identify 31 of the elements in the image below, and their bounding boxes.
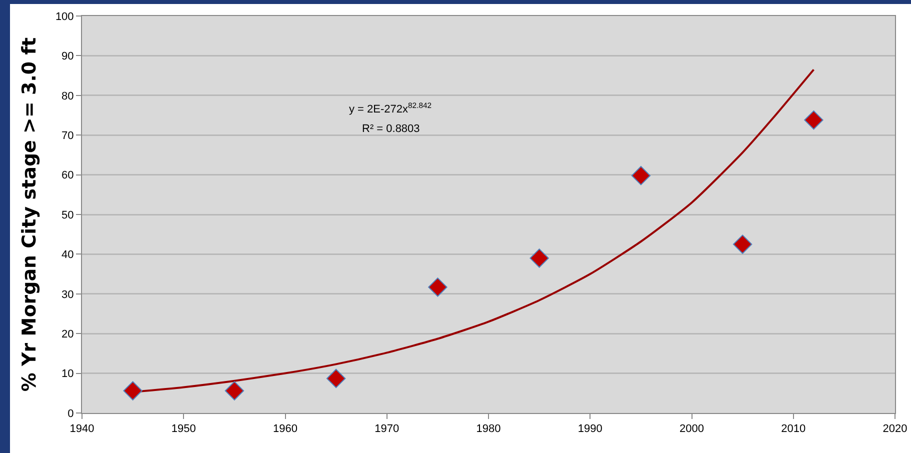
x-tick-label: 2010	[781, 423, 806, 436]
x-tick-label: 1950	[171, 423, 196, 436]
x-tick-label: 1980	[476, 423, 501, 436]
x-tick-label: 1940	[70, 423, 94, 436]
annotation: R² = 0.8803	[362, 123, 420, 135]
y-tick-label: 30	[62, 288, 74, 301]
x-tick-label: 2000	[680, 423, 704, 436]
x-tick-label: 1960	[273, 423, 298, 436]
point	[631, 166, 651, 186]
point	[123, 381, 142, 400]
x-tick-label: 1990	[578, 423, 602, 436]
annotation: y = 2E-272x$^{82.842}$	[349, 101, 432, 116]
point	[224, 381, 244, 400]
point	[732, 234, 752, 254]
y-tick-label: 100	[55, 10, 74, 23]
y-tick-label: 10	[62, 368, 74, 380]
y-tick-label: 40	[62, 249, 74, 262]
y-tick-label: 60	[62, 170, 74, 182]
x-tick-label: 1970	[374, 423, 400, 436]
y-tick-label: 0	[68, 408, 74, 420]
point	[428, 278, 448, 297]
point	[804, 110, 824, 130]
y-tick-label: 90	[62, 50, 74, 63]
y-axis-title: % Yr Morgan City stage >= 3.0 ft	[18, 37, 40, 392]
y-tick-label: 50	[62, 209, 74, 222]
y-tick-label: 70	[62, 130, 74, 142]
point	[326, 368, 346, 388]
y-tick-label: 20	[62, 328, 74, 340]
point	[530, 248, 549, 268]
x-tick-label: 2020	[882, 423, 908, 436]
y-tick-label: 80	[62, 90, 74, 102]
